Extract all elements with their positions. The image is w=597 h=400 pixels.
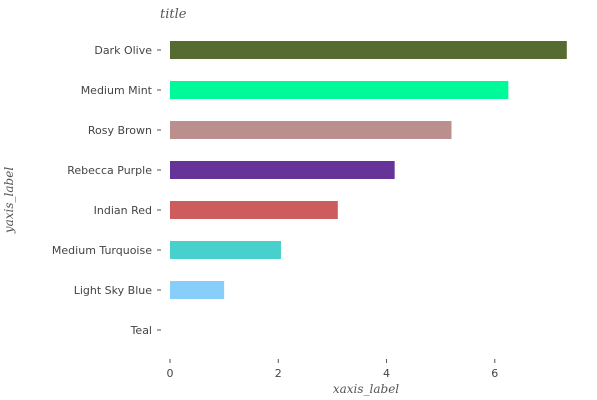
bar-rebecca-purple <box>170 161 395 179</box>
bar-medium-turquoise <box>170 241 281 259</box>
x-axis-label: xaxis_label <box>333 382 399 396</box>
y-tick-label-medium-mint: Medium Mint <box>81 84 153 97</box>
y-tick-label-rebecca-purple: Rebecca Purple <box>67 164 152 177</box>
chart-title: title <box>160 7 187 22</box>
x-tick-label: 4 <box>383 367 390 380</box>
y-tick-labels: Dark Olive Medium Mint Rosy Brown Rebecca P… <box>52 44 161 337</box>
bar-dark-olive <box>170 41 567 59</box>
x-tick-label: 0 <box>167 367 174 380</box>
y-tick-label-dark-olive: Dark Olive <box>94 44 152 57</box>
x-tick-label: 2 <box>275 367 282 380</box>
bar-light-sky-blue <box>170 281 225 299</box>
y-tick-label-indian-red: Indian Red <box>94 204 152 217</box>
y-tick-label-rosy-brown: Rosy Brown <box>88 124 152 137</box>
y-tick-label-light-sky-blue: Light Sky Blue <box>74 284 152 297</box>
bar-medium-mint <box>170 81 509 99</box>
y-tick-label-teal: Teal <box>130 324 152 337</box>
y-tick-label-medium-turquoise: Medium Turquoise <box>52 244 152 257</box>
y-axis-label: yaxis_label <box>2 167 16 234</box>
bar-rosy-brown <box>170 121 452 139</box>
bars-layer <box>170 41 567 299</box>
bar-indian-red <box>170 201 338 219</box>
x-tick-label: 6 <box>491 367 498 380</box>
x-ticks: 0 2 4 6 <box>167 359 498 380</box>
